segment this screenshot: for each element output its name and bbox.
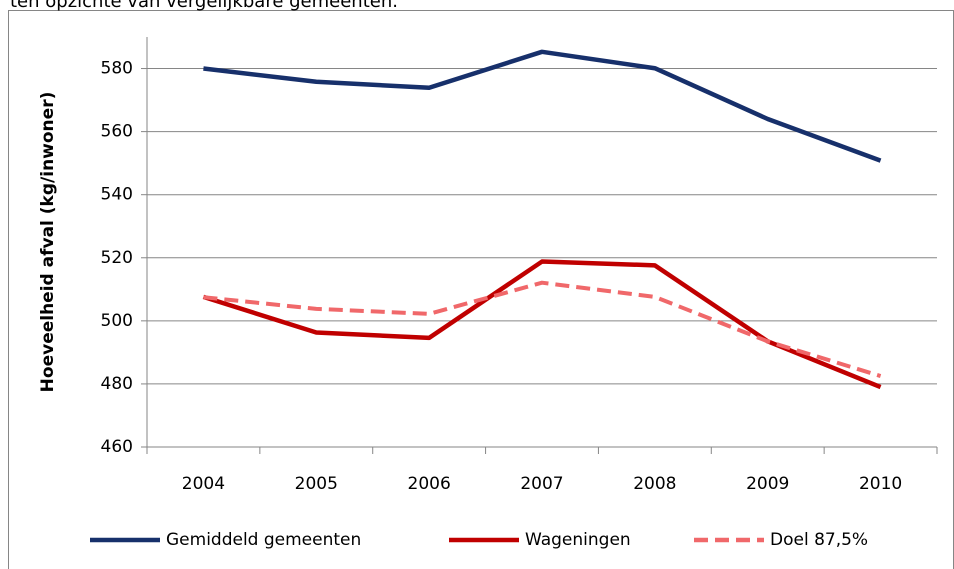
chart-frame [8, 10, 954, 569]
data-line [203, 280, 882, 378]
y-tick-label: 540 [101, 185, 133, 205]
legend-label: Doel 87,5% [770, 530, 868, 550]
x-tick-label: 2010 [859, 474, 902, 494]
legend-label: Gemiddeld gemeenten [166, 530, 361, 550]
y-tick-label: 480 [101, 374, 133, 394]
y-axis-label: Hoeveelheid afval (kg/inwoner) [38, 92, 58, 393]
data-line [203, 49, 882, 163]
x-tick-label: 2006 [408, 474, 451, 494]
legend-label: Wageningen [525, 530, 631, 550]
x-tick-label: 2005 [295, 474, 338, 494]
x-tick-label: 2004 [182, 474, 225, 494]
x-tick-label: 2007 [520, 474, 563, 494]
y-tick-label: 500 [101, 311, 133, 331]
x-tick-label: 2008 [633, 474, 676, 494]
y-tick-label: 560 [101, 122, 133, 142]
y-tick-label: 460 [101, 437, 133, 457]
y-tick-label: 520 [101, 248, 133, 268]
y-tick-label: 580 [101, 59, 133, 79]
annotation: ten opzichte van vergelijkbare gemeenten… [10, 0, 398, 12]
x-tick-label: 2009 [746, 474, 789, 494]
